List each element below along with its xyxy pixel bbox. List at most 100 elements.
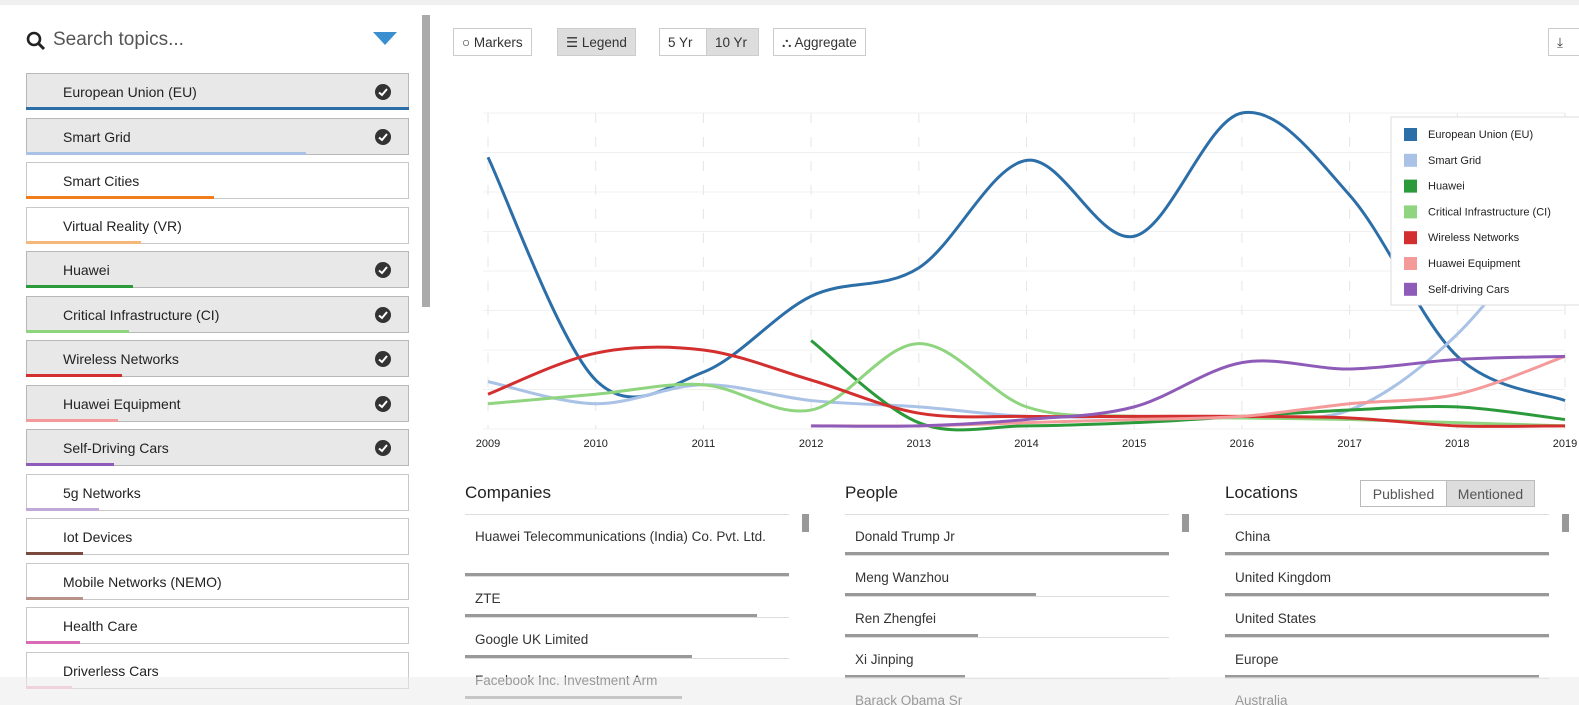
x-tick-label: 2015 [1122,438,1146,450]
label: 10 Yr [715,35,748,50]
topic-item[interactable]: Mobile Networks (NEMO) [26,562,409,600]
ten-yr-button[interactable]: 10 Yr [706,28,759,56]
topic-item[interactable]: 5g Networks [26,473,409,511]
topic-item[interactable]: Critical Infrastructure (CI) [26,295,409,333]
label: Aggregate [794,35,857,50]
five-yr-button[interactable]: 5 Yr [659,28,707,56]
legend-swatch [1404,179,1417,193]
item-bar [1225,552,1549,555]
search-box[interactable]: Search topics... [26,27,409,57]
legend-label: Wireless Networks [1428,232,1520,244]
topic-label: Iot Devices [63,529,133,545]
topic-item[interactable]: Self-Driving Cars [26,429,409,466]
item-bar [1225,675,1540,678]
item-bar [465,573,789,576]
markers-button[interactable]: ○ Markers [453,28,532,56]
panel-scrollbar[interactable] [1562,514,1569,532]
legend-label: Self-driving Cars [1428,284,1510,296]
panel-title: Locations [1225,483,1298,502]
list-item[interactable]: Meng Wanzhou [845,555,1169,596]
legend-box [1390,116,1579,306]
search-placeholder: Search topics... [53,29,184,50]
x-tick-label: 2013 [907,438,931,450]
check-icon [375,395,391,412]
aggregate-button[interactable]: ⛬ Aggregate [773,28,866,56]
fade-overlay [0,677,1579,705]
chart: 2009 2010 2011 2012 2013 2014 2015 2016 2017 2018… [476,110,1579,450]
panel-scrollbar[interactable] [802,514,809,532]
list-item[interactable]: Donald Trump Jr [845,514,1169,555]
topic-item[interactable]: Huawei Equipment [26,384,409,422]
download-button[interactable]: ⤓ [1548,28,1579,56]
item-bar [465,614,757,617]
legend-swatch [1404,282,1417,296]
dropdown-toggle[interactable] [373,32,397,46]
item-label: Europe [1235,652,1279,667]
x-tick-label: 2012 [799,438,823,450]
legend-label: Smart Grid [1428,155,1481,167]
topic-label: Virtual Reality (VR) [63,217,182,234]
item-bar [845,634,978,637]
topic-bar [26,552,84,555]
list-item[interactable]: United States [1225,596,1549,637]
topic-bar [26,107,409,110]
list-item[interactable]: China [1225,514,1549,555]
panel-scrollbar[interactable] [1182,514,1189,532]
legend-swatch [1404,128,1417,141]
topic-bar [26,329,130,333]
list-item[interactable]: Xi Jinping [845,637,1169,678]
topic-item[interactable]: Iot Devices [26,518,409,555]
list-item[interactable]: Huawei Telecommunications (India) Co. Pv… [465,514,789,576]
x-tick-label: 2016 [1230,438,1254,450]
item-label: Ren Zhengfei [855,611,937,626]
topic-item[interactable]: Health Care [26,607,409,644]
topic-bar [26,463,115,466]
series-line [811,354,1566,428]
legend-swatch [1404,231,1417,245]
scrollbar[interactable] [422,15,430,307]
list-item[interactable]: Ren Zhengfei [845,596,1169,637]
app: Search topics... European Union (EU) Smar… [0,5,1579,705]
item-label: Xi Jinping [855,652,914,667]
topic-label: Driverless Cars [63,662,159,679]
topic-item[interactable]: Huawei [26,251,409,288]
topic-label: Self-Driving Cars [63,440,169,456]
x-tick-label: 2010 [583,438,607,450]
topic-label: Huawei Equipment [63,395,181,412]
x-tick-label: 2019 [1553,438,1577,450]
check-icon [375,84,391,100]
x-tick-label: 2018 [1445,438,1469,450]
topic-bar [26,240,141,244]
item-bar [465,655,692,658]
legend-label: Critical Infrastructure (CI) [1428,206,1551,218]
topic-label: Critical Infrastructure (CI) [63,306,220,323]
topic-bar [26,196,214,199]
x-tick-label: 2014 [1014,438,1038,450]
list-item[interactable]: United Kingdom [1225,555,1549,596]
item-bar [845,552,1169,555]
item-bar [1225,634,1549,637]
topic-item[interactable]: Wireless Networks [26,340,409,377]
topic-item[interactable]: Smart Cities [26,162,409,199]
check-icon [375,440,391,456]
check-icon [375,306,391,323]
legend-swatch [1404,153,1417,167]
list-item[interactable]: Google UK Limited [465,617,789,658]
topic-label: European Union (EU) [63,84,197,100]
legend-button[interactable]: ☰ Legend [557,28,636,56]
item-label: Meng Wanzhou [855,570,950,585]
topic-label: Health Care [63,618,138,634]
check-icon [375,262,391,278]
label: 5 Yr [668,35,693,50]
tab[interactable]: Published [1360,480,1447,507]
topic-item[interactable]: Smart Grid [26,117,409,155]
topic-label: Huawei [63,262,110,278]
tab[interactable]: Mentioned [1446,480,1535,507]
topic-item[interactable]: Virtual Reality (VR) [26,206,409,244]
list-item[interactable]: ZTE [465,576,789,617]
list-item[interactable]: Europe [1225,637,1549,678]
topic-item[interactable]: European Union (EU) [26,73,409,110]
item-label: ZTE [475,591,501,606]
legend-label: Huawei [1428,181,1465,193]
topic-bar [26,507,99,511]
